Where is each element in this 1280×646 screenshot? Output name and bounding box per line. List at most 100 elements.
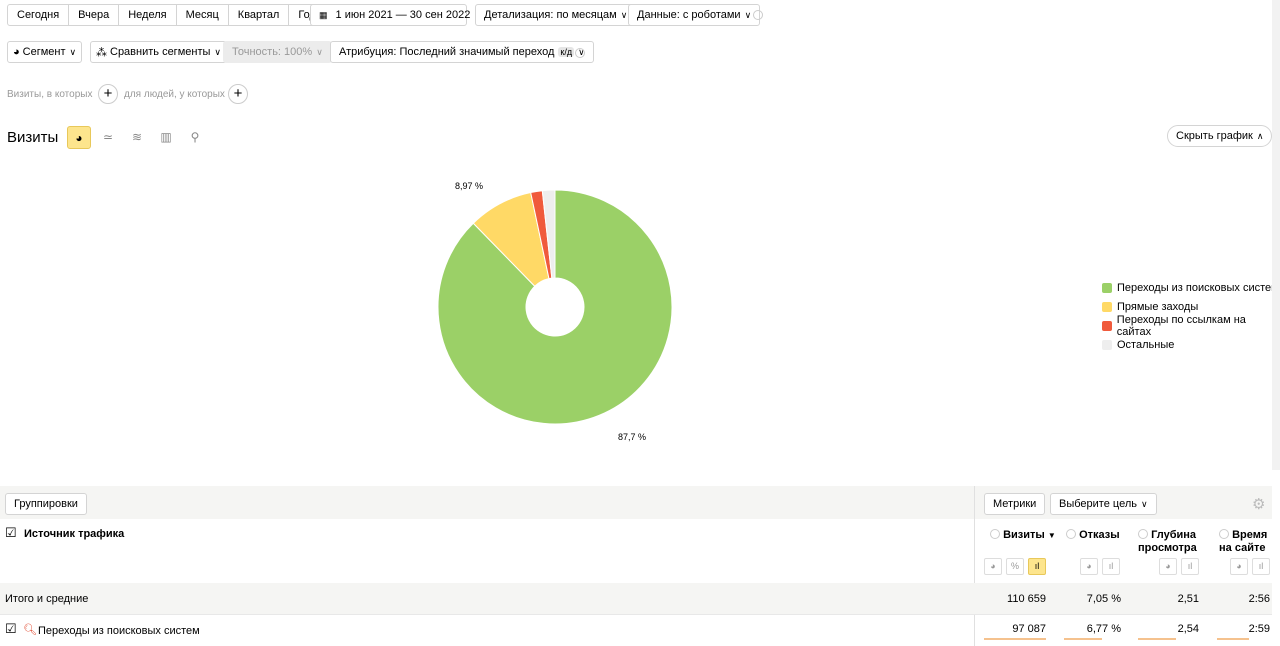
- depth-bar: [1138, 638, 1176, 640]
- column-divider: [974, 486, 975, 646]
- chart-title: Визиты: [7, 129, 59, 146]
- pie-view-icon[interactable]: ◕: [1080, 558, 1098, 575]
- compare-label: Сравнить сегменты: [110, 46, 211, 58]
- legend-item[interactable]: Переходы из поисковых систем: [1102, 278, 1280, 297]
- chevron-down-icon: ∨: [69, 46, 77, 57]
- total-time: 2:56: [1248, 593, 1270, 605]
- accuracy-label: Точность: 100%: [232, 46, 313, 58]
- data-label: 87,7 %: [618, 432, 647, 442]
- compare-icon: ⁂: [96, 46, 107, 59]
- bar-view-icon[interactable]: ıl: [1181, 558, 1199, 575]
- row-bounces: 6,77 %: [1086, 623, 1121, 635]
- visits-bar: [984, 638, 1046, 640]
- chevron-down-icon: ∨: [744, 9, 752, 20]
- compare-segments-dropdown[interactable]: ⁂ Сравнить сегменты ∨: [90, 41, 227, 63]
- percent-view-button[interactable]: %: [1006, 558, 1024, 575]
- segment-label: Сегмент: [22, 46, 66, 58]
- column-header-visits[interactable]: Визиты ▼: [990, 528, 1056, 541]
- column-header-depth[interactable]: Глубина просмотра: [1138, 528, 1198, 555]
- search-icon: 🔍︎: [23, 624, 37, 636]
- date-range-button[interactable]: ▦ 1 июн 2021 — 30 сен 2022: [310, 4, 470, 26]
- hide-chart-label: Скрыть график: [1176, 130, 1253, 142]
- line-chart-view-icon[interactable]: ≃: [102, 130, 114, 144]
- legend-label: Переходы по ссылкам на сайтах: [1116, 313, 1246, 338]
- total-visits: 110 659: [1007, 593, 1046, 605]
- pie-icon: ◕: [13, 46, 20, 58]
- time-bar: [1217, 638, 1249, 640]
- bar-chart-view-icon[interactable]: ▥: [160, 130, 172, 144]
- period-quarter[interactable]: Квартал: [229, 5, 290, 25]
- period-today[interactable]: Сегодня: [8, 5, 70, 25]
- accuracy-dropdown[interactable]: Точность: 100% ∨: [223, 41, 332, 63]
- totals-label: Итого и средние: [5, 593, 89, 605]
- column-label: Время на сайте: [1219, 529, 1268, 554]
- date-range-label: 1 июн 2021 — 30 сен 2022: [335, 9, 471, 21]
- help-icon[interactable]: [1138, 529, 1148, 539]
- goal-dropdown[interactable]: Выберите цель ∨: [1050, 493, 1157, 515]
- help-icon[interactable]: [990, 529, 1000, 539]
- chart-legend: Переходы из поисковых систем Прямые захо…: [1102, 278, 1280, 354]
- add-people-filter-button[interactable]: +: [228, 84, 248, 104]
- bar-view-icon[interactable]: ıl: [1028, 558, 1046, 575]
- help-icon[interactable]: [1219, 529, 1229, 539]
- pie-chart-view-icon[interactable]: ◕: [67, 126, 91, 149]
- pie-view-icon[interactable]: ◕: [1230, 558, 1248, 575]
- data-mode-dropdown[interactable]: Данные: с роботами ∨: [628, 4, 761, 26]
- add-visit-filter-button[interactable]: +: [98, 84, 118, 104]
- period-month[interactable]: Месяц: [177, 5, 229, 25]
- area-chart-view-icon[interactable]: ≋: [131, 130, 143, 144]
- column-header-time[interactable]: Время на сайте: [1219, 528, 1269, 555]
- scrollbar[interactable]: [1272, 0, 1280, 470]
- detail-dropdown[interactable]: Детализация: по месяцам ∨: [475, 4, 637, 26]
- column-label: Глубина просмотра: [1138, 529, 1197, 554]
- total-depth: 2,51: [1177, 593, 1199, 605]
- legend-swatch: [1102, 282, 1112, 293]
- column-header-bounces[interactable]: Отказы: [1066, 528, 1120, 541]
- chevron-down-icon: ∨: [316, 46, 323, 57]
- bounces-bar: [1064, 638, 1102, 640]
- data-label: 8,97 %: [455, 181, 484, 191]
- help-icon[interactable]: [753, 10, 763, 20]
- legend-label: Переходы из поисковых систем: [1117, 281, 1279, 294]
- legend-swatch: [1102, 320, 1112, 331]
- goal-label: Выберите цель: [1059, 498, 1137, 510]
- row-visits: 97 087: [1012, 623, 1046, 635]
- bar-view-icon[interactable]: ıl: [1102, 558, 1120, 575]
- bar-view-icon[interactable]: ıl: [1252, 558, 1270, 575]
- hide-chart-button[interactable]: Скрыть график ∧: [1167, 125, 1273, 147]
- checkbox-icon[interactable]: ☑: [5, 525, 17, 540]
- legend-item[interactable]: Остальные: [1102, 335, 1280, 354]
- total-bounces: 7,05 %: [1086, 593, 1121, 605]
- help-icon[interactable]: [1066, 529, 1076, 539]
- attribution-label: Атрибуция: Последний значимый переход: [339, 46, 555, 58]
- legend-label: Остальные: [1117, 338, 1175, 351]
- legend-label: Прямые заходы: [1117, 300, 1199, 313]
- period-week[interactable]: Неделя: [119, 5, 177, 25]
- legend-item[interactable]: Переходы по ссылкам на сайтах: [1102, 313, 1280, 338]
- pie-view-icon[interactable]: ◕: [1159, 558, 1177, 575]
- help-icon[interactable]: [575, 48, 585, 58]
- pie-view-icon[interactable]: ◕: [984, 558, 1002, 575]
- legend-swatch: [1102, 339, 1112, 350]
- gear-icon[interactable]: ⚙: [1252, 496, 1266, 513]
- row-label: Переходы из поисковых систем: [38, 625, 200, 637]
- column-label: Отказы: [1079, 529, 1120, 541]
- chevron-down-icon: ∨: [214, 46, 221, 57]
- period-yesterday[interactable]: Вчера: [69, 5, 120, 25]
- checkbox-icon[interactable]: ☑: [5, 621, 17, 636]
- pie-chart: [437, 189, 673, 425]
- segment-dropdown[interactable]: ◕ Сегмент ∨: [7, 41, 83, 63]
- filter-people-label: для людей, у которых: [124, 89, 225, 100]
- sort-desc-icon: ▼: [1047, 531, 1056, 540]
- legend-swatch: [1102, 301, 1112, 312]
- metrics-button[interactable]: Метрики: [984, 493, 1046, 515]
- table-row[interactable]: ☑ 🔍︎ Переходы из поисковых систем 97 087…: [0, 616, 1272, 646]
- attribution-badge: к/д: [558, 47, 575, 57]
- slice-search[interactable]: [437, 189, 673, 425]
- legend-item[interactable]: Прямые заходы: [1102, 297, 1280, 316]
- slice-other[interactable]: [541, 189, 556, 279]
- detail-label: Детализация: по месяцам: [484, 9, 617, 21]
- dimension-header: Источник трафика: [24, 528, 125, 540]
- groupings-button[interactable]: Группировки: [5, 493, 87, 515]
- map-view-icon[interactable]: ⚲: [190, 130, 200, 144]
